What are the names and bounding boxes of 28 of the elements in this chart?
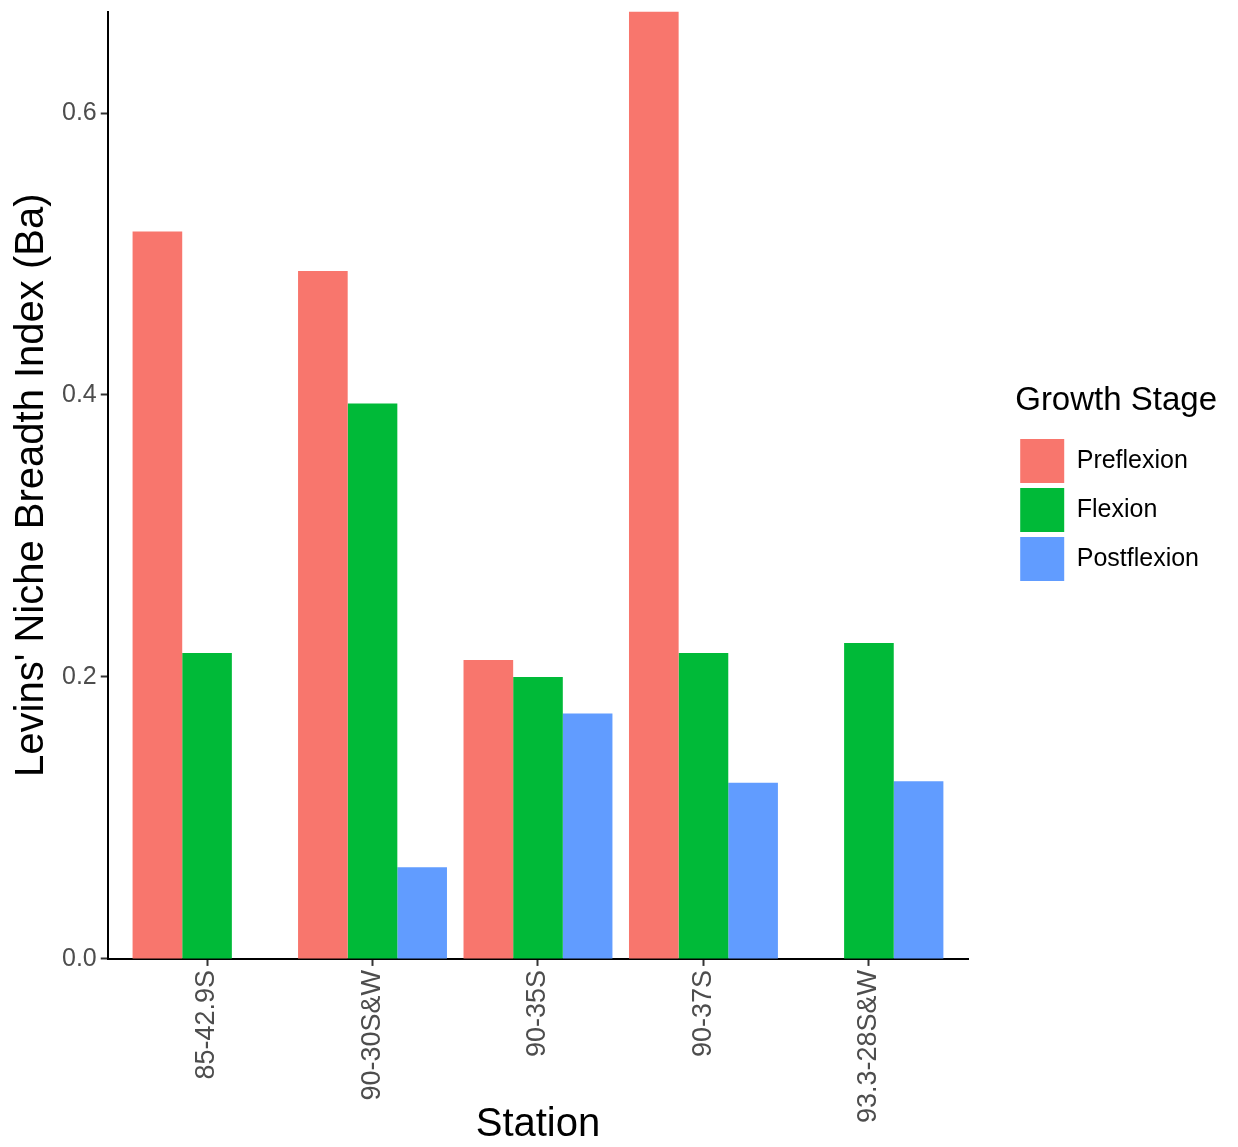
legend-label: Preflexion <box>1076 444 1188 473</box>
bar <box>678 652 729 959</box>
bar <box>132 231 183 959</box>
x-tick-label: 85-42.9S <box>190 969 221 1080</box>
bar <box>298 270 348 959</box>
x-tick-label: 93.3-28S&W <box>852 969 883 1123</box>
bar <box>397 867 447 959</box>
bar <box>728 782 778 959</box>
bar <box>844 643 894 959</box>
legend-label: Flexion <box>1076 493 1158 522</box>
bar <box>347 403 398 959</box>
y-tick-label: 0.4 <box>61 378 97 407</box>
bar <box>562 713 613 959</box>
y-axis-title: Levins' Niche Breadth Index (Ba) <box>7 193 52 777</box>
legend-title: Growth Stage <box>1015 380 1217 418</box>
x-tick-label: 90-30S&W <box>355 969 386 1101</box>
bar <box>893 781 944 959</box>
bar <box>182 652 232 959</box>
bar <box>628 11 679 959</box>
y-tick-label: 0.0 <box>61 942 97 971</box>
x-tick-label: 90-37S <box>686 969 717 1057</box>
bar <box>513 676 563 959</box>
x-axis-title: Station <box>475 1100 601 1145</box>
y-tick-label: 0.6 <box>61 96 97 125</box>
bar <box>463 660 514 959</box>
legend-label: Postflexion <box>1076 542 1200 571</box>
x-tick-label: 90-35S <box>521 969 552 1057</box>
y-tick-label: 0.2 <box>61 660 97 689</box>
